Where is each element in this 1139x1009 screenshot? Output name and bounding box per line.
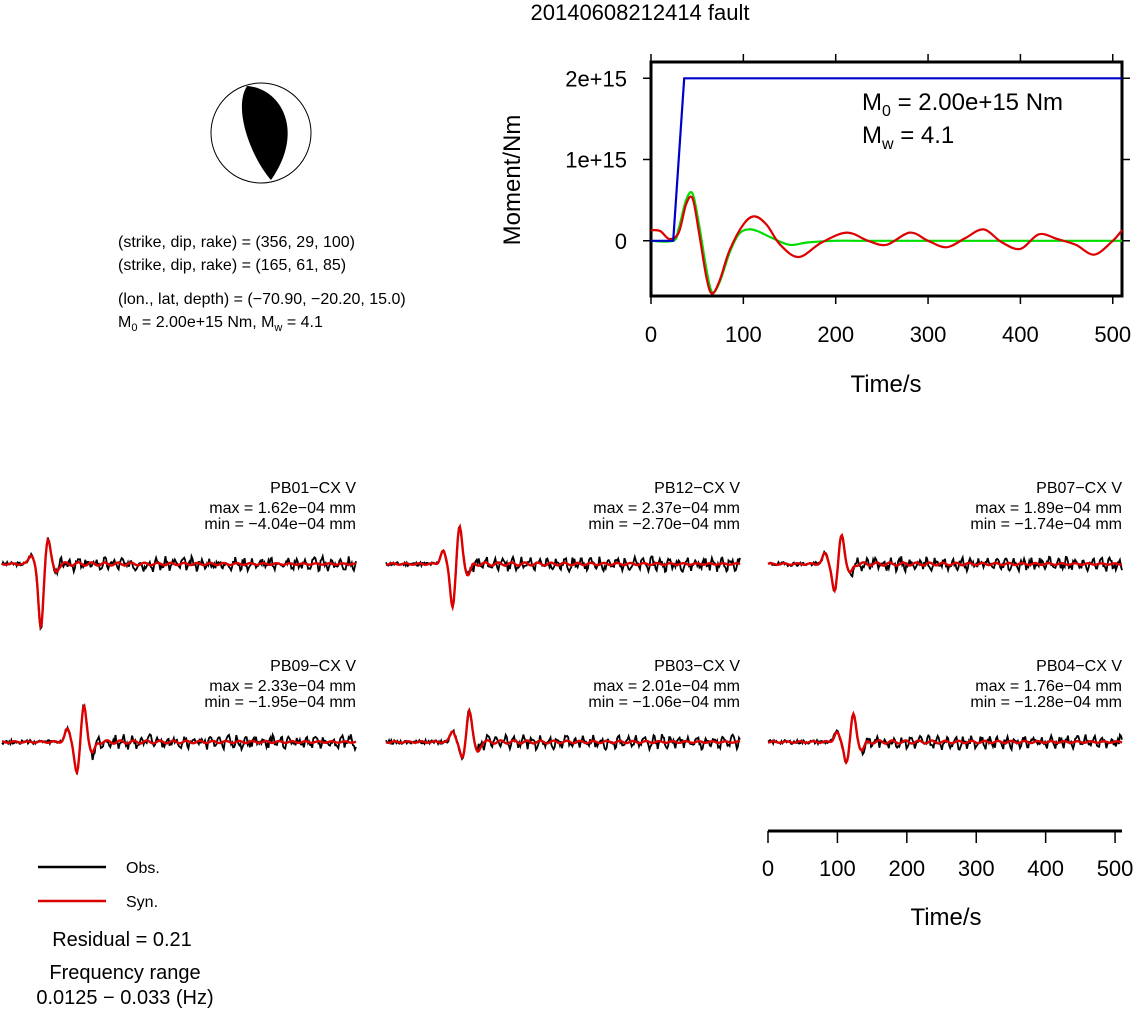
moment-series-red [650, 195, 1123, 295]
waveform-syn-trace [1, 537, 356, 631]
ann-mw-sub: w [881, 136, 894, 153]
frequency-range-value: 0.0125 − 0.033 (Hz) [36, 987, 213, 1009]
waveform-max-label: max = 1.62e−04 mm [209, 500, 356, 517]
moment-plot-xlabel: Time/s [850, 371, 921, 398]
focal-mw-rest: = 4.1 [282, 314, 323, 331]
moment-xtick-label-3: 300 [910, 322, 947, 347]
waveform-xtick-label-2: 200 [888, 856, 925, 881]
focal-strike-dip-rake-2: (strike, dip, rake) = (165, 61, 85) [118, 257, 346, 274]
moment-plot-annotation-mw: Mw = 4.1 [862, 122, 954, 153]
moment-plot-series [650, 77, 1123, 295]
moment-series-blue [651, 77, 1122, 242]
waveform-max-label: max = 2.01e−04 mm [593, 678, 740, 695]
waveform-obs-trace [385, 524, 741, 609]
ann-mw-prefix: M [862, 122, 882, 149]
ann-mw-rest: = 4.1 [894, 122, 955, 149]
waveform-xtick-label-1: 100 [819, 856, 856, 881]
waveform-min-label: min = −1.06e−04 mm [588, 694, 740, 711]
residual-label: Residual = 0.21 [52, 929, 192, 951]
moment-plot-frame [649, 60, 1124, 298]
moment-rate-plot: 0 100 200 300 400 500 0 1e+15 2e+15 Moment/Nm Ti… [499, 54, 1131, 398]
moment-ytick-label-2: 2e+15 [565, 66, 627, 91]
waveform-min-label: min = −1.74e−04 mm [970, 516, 1122, 533]
waveform-station-name: PB04−CX V [1036, 658, 1122, 675]
waveform-syn-trace [1, 703, 357, 776]
waveform-xtick-label-5: 500 [1097, 856, 1134, 881]
waveform-xtick-label-4: 400 [1027, 856, 1064, 881]
waveform-station-name: PB12−CX V [654, 480, 740, 497]
waveform-obs-trace [1, 537, 357, 631]
ann-m0-sub: 0 [882, 103, 891, 120]
focal-m0-rest: = 2.00e+15 Nm, M [137, 314, 274, 331]
ann-m0-rest: = 2.00e+15 Nm [891, 89, 1063, 116]
moment-ytick-label-1: 1e+15 [565, 148, 627, 173]
waveform-station-name: PB09−CX V [270, 658, 356, 675]
waveform-syn-trace [385, 523, 741, 612]
focal-mw-sub: w [273, 322, 282, 334]
figure-title: 20140608212414 fault [531, 0, 750, 25]
waveform-syn-trace [385, 707, 741, 760]
waveform-station-name: PB07−CX V [1036, 480, 1122, 497]
focal-lon-lat-depth: (lon., lat, depth) = (−70.90, −20.20, 15… [118, 291, 406, 308]
moment-xtick-label-1: 100 [725, 322, 762, 347]
waveform-syn-trace [767, 532, 1123, 594]
moment-plot-ticks: 0 100 200 300 400 500 0 1e+15 2e+15 [565, 54, 1131, 347]
ann-m0-prefix: M [862, 89, 882, 116]
waveform-time-axis: Time/s 0 100 200 300 400 500 [762, 829, 1134, 931]
legend-syn-label: Syn. [126, 894, 158, 911]
waveform-obs-trace [1, 703, 357, 775]
waveform-syn-trace [767, 710, 1123, 766]
legend: Obs. Syn. [38, 860, 160, 911]
waveform-min-label: min = −1.95e−04 mm [204, 694, 356, 711]
waveform-max-label: max = 2.37e−04 mm [593, 500, 740, 517]
frequency-range-label: Frequency range [49, 962, 200, 984]
focal-m0-sub: 0 [131, 322, 137, 334]
waveform-station-name: PB03−CX V [654, 658, 740, 675]
waveform-station-name: PB01−CX V [270, 480, 356, 497]
moment-xtick-label-0: 0 [645, 322, 657, 347]
legend-obs-label: Obs. [126, 860, 160, 877]
waveform-min-label: min = −1.28e−04 mm [970, 694, 1122, 711]
moment-plot-ylabel: Moment/Nm [499, 115, 526, 246]
waveform-obs-trace [385, 707, 741, 761]
waveform-axis-xlabel: Time/s [910, 904, 981, 931]
waveform-max-label: max = 1.89e−04 mm [975, 500, 1122, 517]
focal-strike-dip-rake-1: (strike, dip, rake) = (356, 29, 100) [118, 234, 355, 251]
moment-ytick-label-0: 0 [615, 229, 627, 254]
focal-m0-prefix: M [118, 314, 131, 331]
waveform-min-label: min = −2.70e−04 mm [588, 516, 740, 533]
waveform-max-label: max = 2.33e−04 mm [209, 678, 356, 695]
waveform-max-label: max = 1.76e−04 mm [975, 678, 1122, 695]
focal-moment-summary: M0 = 2.00e+15 Nm, Mw = 4.1 [118, 314, 323, 334]
waveform-xtick-label-0: 0 [762, 856, 774, 881]
focal-mechanism-beachball [210, 82, 312, 184]
moment-xtick-label-5: 500 [1094, 322, 1131, 347]
moment-xtick-label-2: 200 [817, 322, 854, 347]
waveform-obs-trace [767, 713, 1123, 765]
waveform-min-label: min = −4.04e−04 mm [204, 516, 356, 533]
moment-xtick-label-4: 400 [1002, 322, 1039, 347]
waveform-xtick-label-3: 300 [958, 856, 995, 881]
moment-plot-annotation-m0: M0 = 2.00e+15 Nm [862, 89, 1063, 120]
